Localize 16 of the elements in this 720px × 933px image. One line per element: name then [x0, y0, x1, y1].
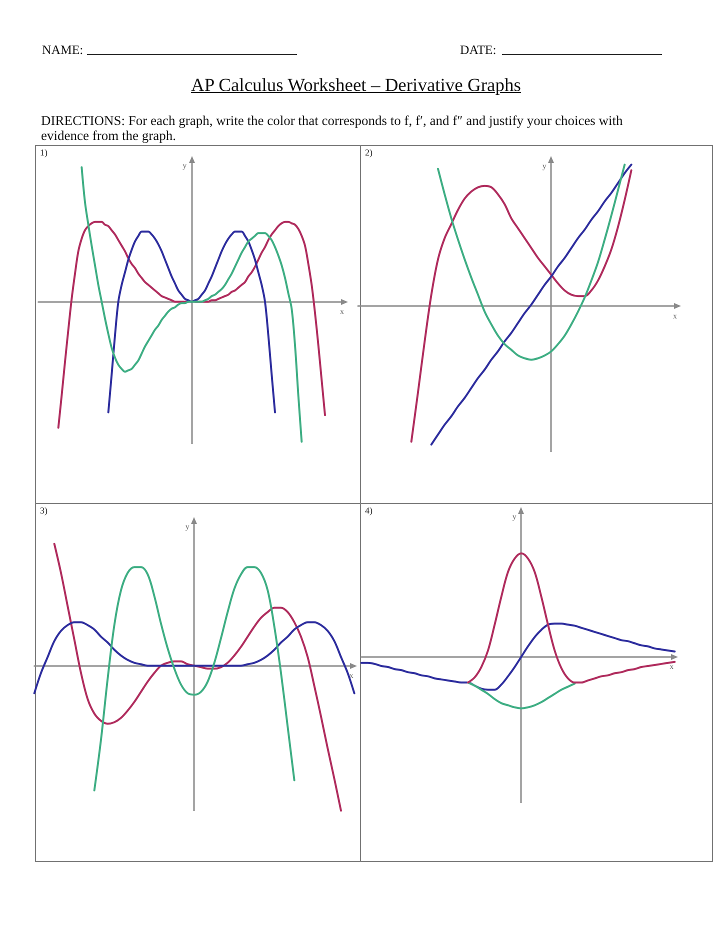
chart-title: 2) — [365, 148, 372, 158]
y-axis-title: y — [185, 522, 190, 532]
x-axis-title: x — [349, 671, 354, 680]
y-axis-title: y — [182, 161, 187, 170]
text: DIRECTIONS: For each graph, write the color that corresponds to f, f′, and f″ and justify your choices with evidence from the graph. — [41, 113, 624, 143]
chart-title: 1) — [40, 148, 48, 158]
text: AP Calculus Worksheet – Derivative Graphs — [190, 75, 522, 97]
x-axis-title: x — [673, 312, 677, 320]
text: DATE: — [460, 43, 496, 57]
x-axis-title: x — [340, 307, 344, 316]
chart-title: 4) — [365, 506, 372, 516]
chart-title: 3) — [40, 506, 48, 516]
x-axis-title: x — [670, 662, 674, 672]
y-axis-title: y — [542, 162, 546, 170]
y-axis-title: y — [512, 512, 516, 522]
text: NAME: — [42, 43, 84, 57]
